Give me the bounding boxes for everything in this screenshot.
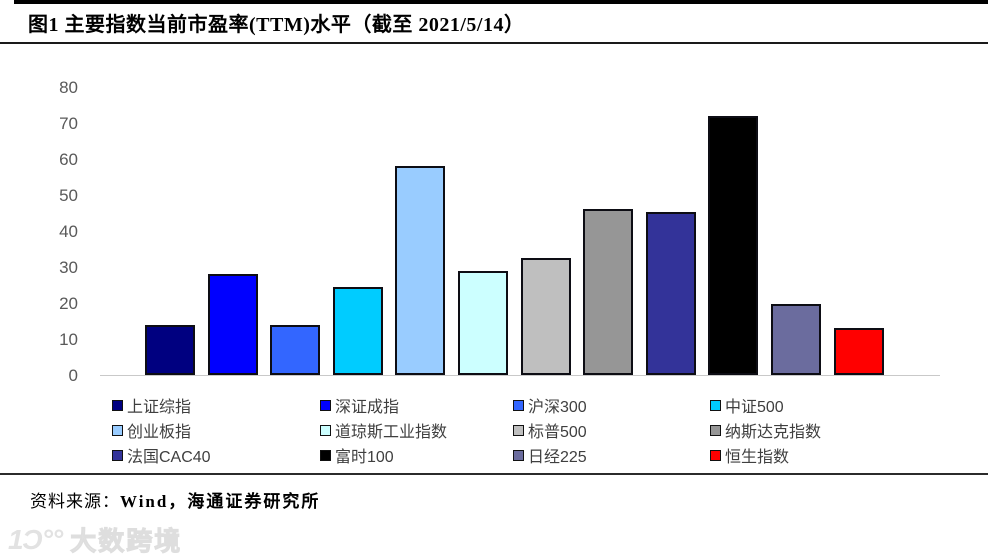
legend-item-4: 中证500 [710, 394, 784, 416]
bar-3 [270, 325, 320, 375]
chart-legend: 上证综指 深证成指 沪深300 中证500 创业板指 道琼斯工业指数 标普500 纳斯达克指数… [0, 390, 988, 470]
source-line: 资料来源：Wind，海通证券研究所 [30, 487, 320, 512]
legend-label: 创业板指 [127, 424, 192, 441]
legend-label: 纳斯达克指数 [725, 424, 822, 441]
bar-5 [395, 166, 445, 375]
legend-swatch-icon [112, 424, 123, 436]
legend-swatch-icon [513, 424, 524, 436]
y-tick-label: 80 [59, 78, 78, 97]
legend-swatch-icon [710, 424, 721, 436]
legend-item-10: 富时100 [320, 444, 394, 466]
legend-label: 沪深300 [528, 399, 587, 416]
legend-item-6: 道琼斯工业指数 [320, 419, 447, 441]
legend-item-2: 深证成指 [320, 394, 399, 416]
bar-12 [834, 328, 884, 375]
bar-2 [208, 274, 258, 375]
legend-label: 深证成指 [335, 399, 400, 416]
legend-item-1: 上证综指 [112, 394, 191, 416]
y-tick-label: 10 [59, 330, 78, 349]
source-label: 资料来源： [30, 492, 120, 511]
legend-label: 道琼斯工业指数 [335, 424, 448, 441]
bar-6 [458, 271, 508, 375]
legend-label: 恒生指数 [725, 449, 790, 466]
legend-item-12: 恒生指数 [710, 444, 789, 466]
watermark: 1Ͻ°° 大数跨境 [8, 521, 182, 558]
y-tick-label: 30 [59, 258, 78, 277]
top-border-rule [14, 0, 988, 4]
y-tick-label: 60 [59, 150, 78, 169]
y-tick-label: 40 [59, 222, 78, 241]
legend-swatch-icon [710, 449, 721, 461]
legend-swatch-icon [710, 399, 721, 411]
legend-swatch-icon [320, 424, 331, 436]
legend-item-8: 纳斯达克指数 [710, 419, 821, 441]
title-divider-rule [0, 42, 988, 44]
legend-item-9: 法国CAC40 [112, 444, 211, 466]
legend-swatch-icon [513, 399, 524, 411]
legend-item-5: 创业板指 [112, 419, 191, 441]
bar-10 [708, 116, 758, 375]
legend-item-11: 日经225 [513, 444, 587, 466]
legend-swatch-icon [320, 399, 331, 411]
legend-label: 上证综指 [127, 399, 192, 416]
watermark-logo-icon: 1Ͻ°° [8, 523, 63, 555]
legend-item-3: 沪深300 [513, 394, 587, 416]
legend-label: 法国CAC40 [127, 449, 211, 466]
bar-11 [771, 304, 821, 375]
legend-swatch-icon [112, 449, 123, 461]
y-tick-label: 0 [68, 366, 78, 385]
legend-swatch-icon [320, 449, 331, 461]
bar-7 [521, 258, 571, 375]
source-value: Wind，海通证券研究所 [120, 492, 321, 511]
bar-chart: 0 10 20 30 40 50 60 70 80 [0, 60, 988, 390]
legend-label: 中证500 [725, 399, 784, 416]
y-tick-label: 20 [59, 294, 78, 313]
legend-label: 标普500 [528, 424, 587, 441]
watermark-text: 大数跨境 [70, 526, 183, 557]
legend-item-7: 标普500 [513, 419, 587, 441]
bar-9 [646, 212, 696, 375]
legend-swatch-icon [112, 399, 123, 411]
bar-4 [333, 287, 383, 375]
legend-label: 富时100 [335, 449, 394, 466]
footer-divider-rule [0, 473, 988, 475]
bar-8 [583, 209, 633, 375]
legend-label: 日经225 [528, 449, 587, 466]
y-tick-label: 50 [59, 186, 78, 205]
legend-swatch-icon [513, 449, 524, 461]
figure-title: 图1 主要指数当前市盈率(TTM)水平（截至 2021/5/14） [28, 14, 525, 36]
y-tick-label: 70 [59, 114, 78, 133]
bar-1 [145, 325, 195, 375]
x-axis-baseline [100, 375, 940, 376]
